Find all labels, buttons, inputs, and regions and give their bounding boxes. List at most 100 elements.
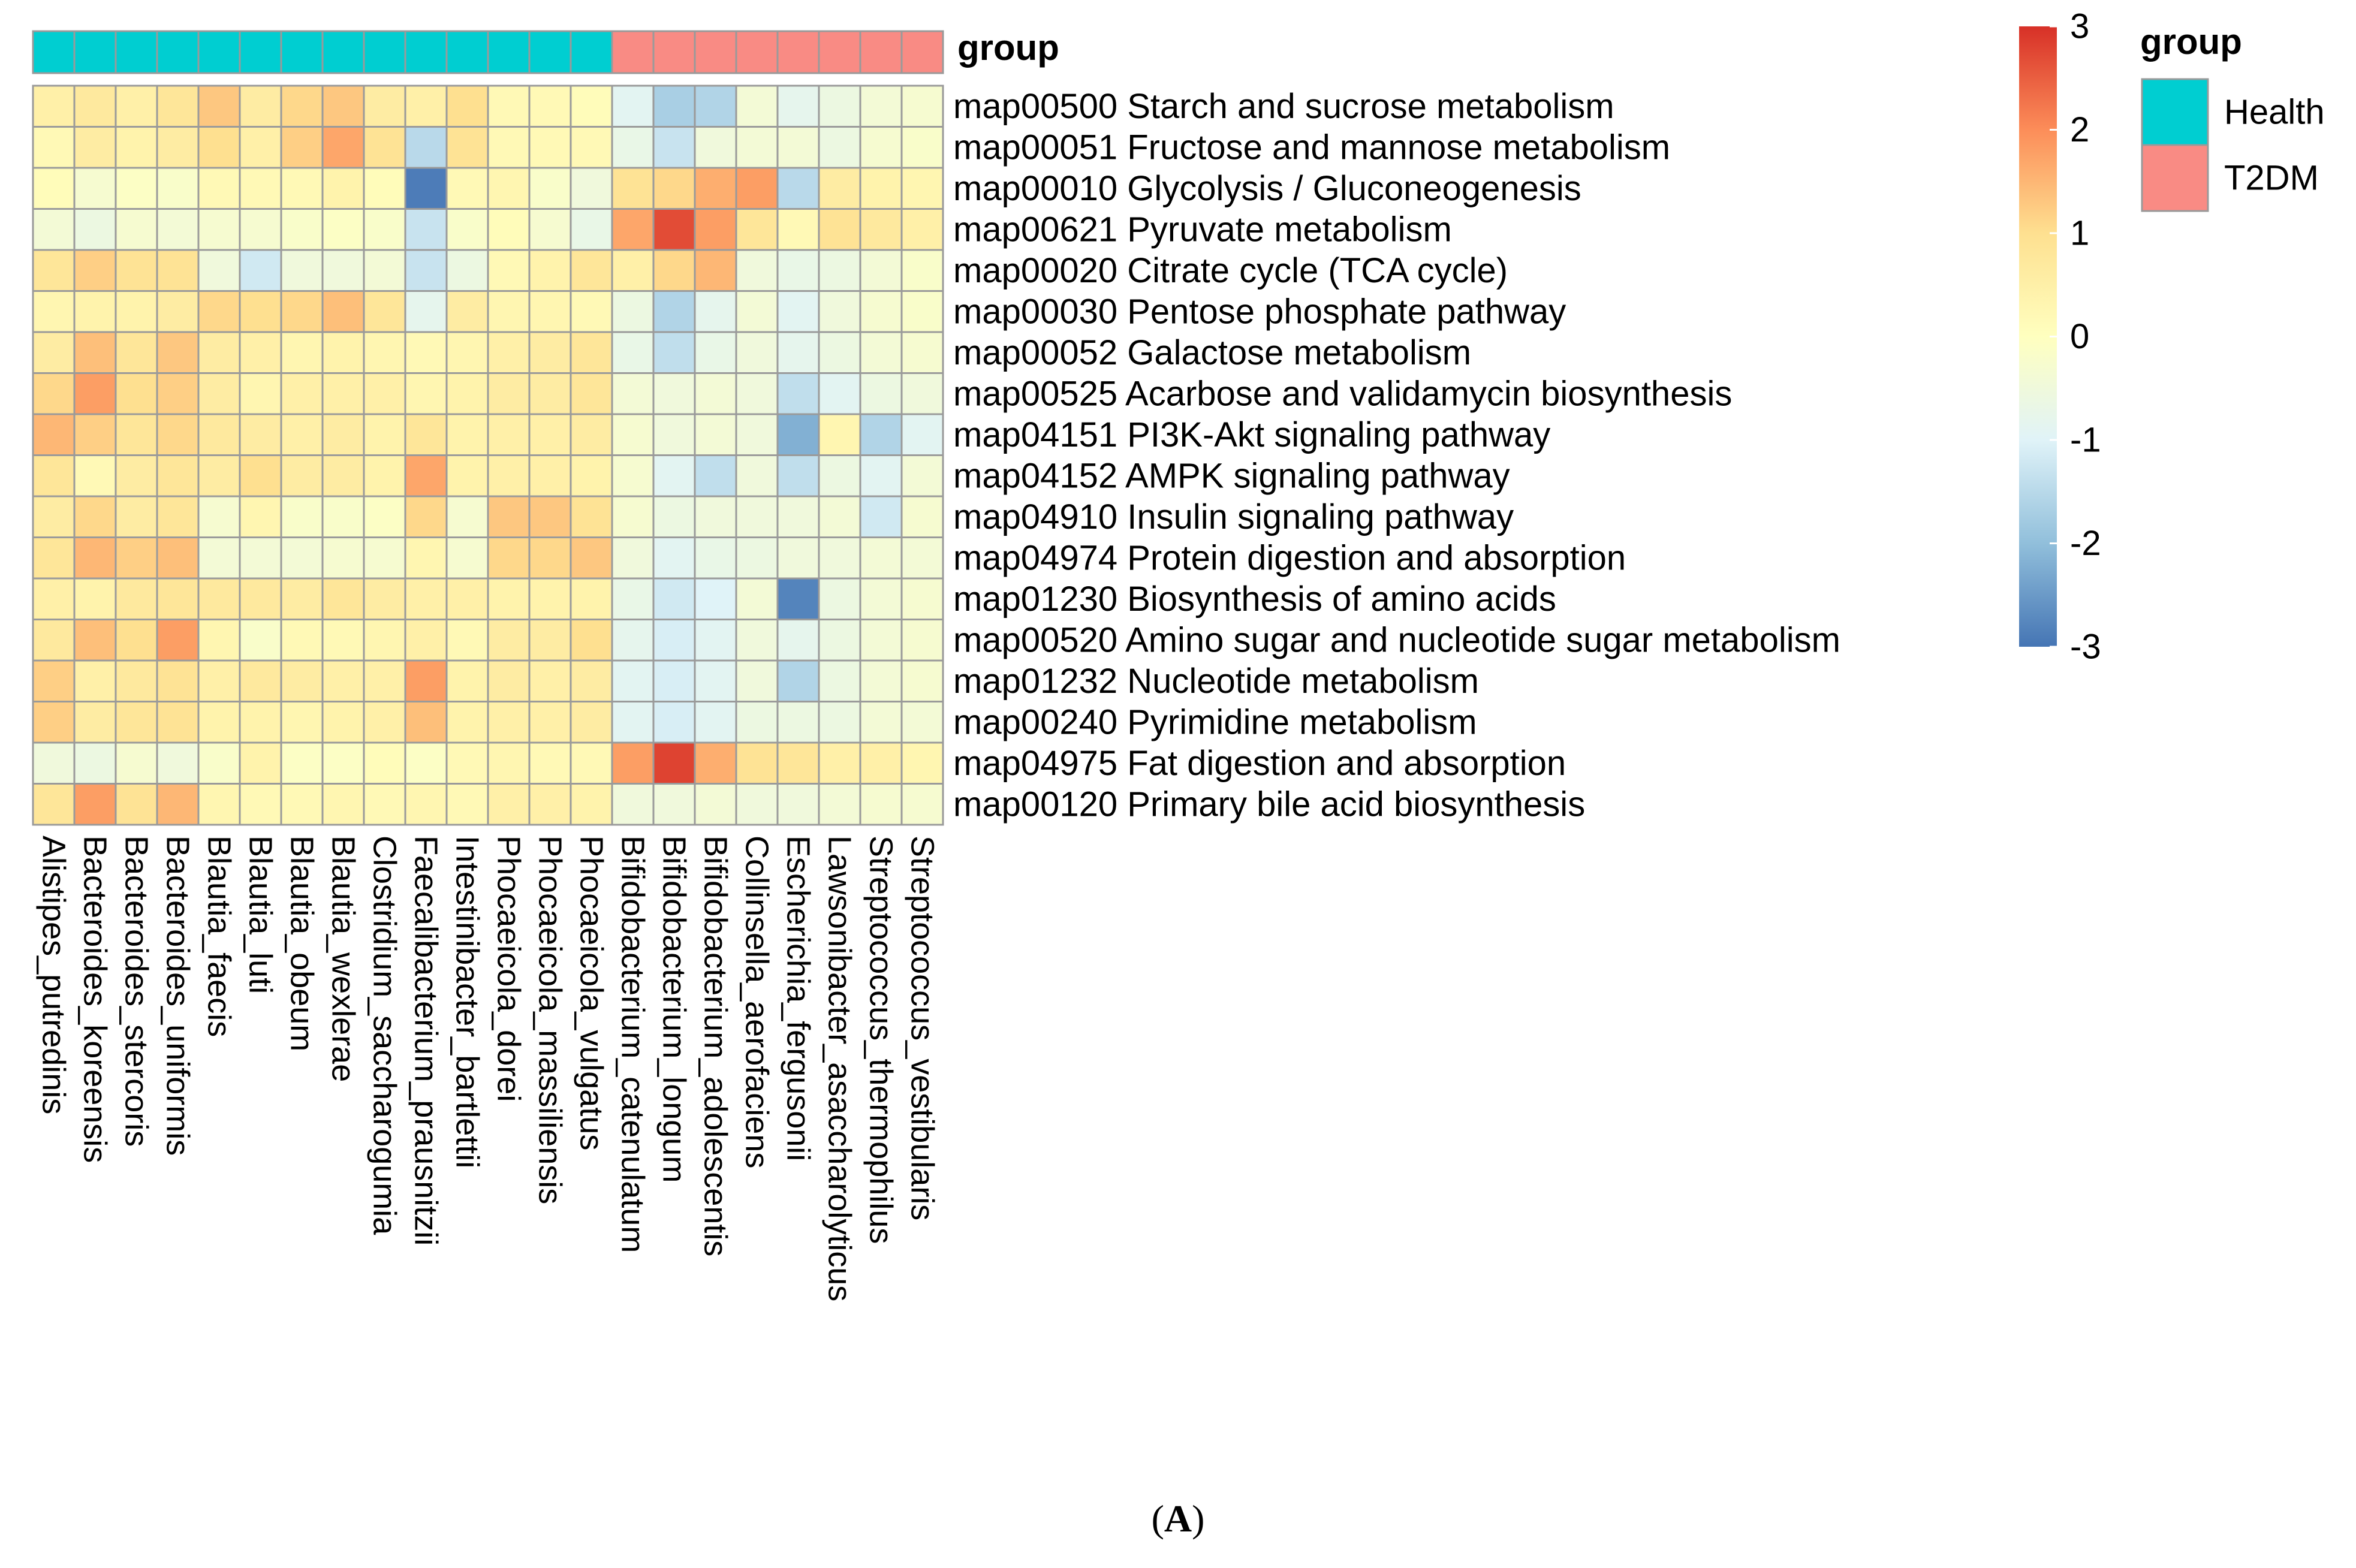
heatmap-cell <box>363 290 406 333</box>
heatmap-cell <box>280 331 324 374</box>
heatmap-cell <box>735 290 779 333</box>
heatmap-cell <box>570 454 613 497</box>
heatmap-cell <box>363 659 406 702</box>
heatmap-cell <box>73 701 117 744</box>
heatmap-cell <box>445 372 489 415</box>
heatmap-cell <box>487 331 531 374</box>
heatmap-cell <box>445 167 489 210</box>
colorbar-legend: 3 2 1 0 -1 -2 -3 <box>2019 7 2101 667</box>
heatmap-cell <box>818 577 861 620</box>
heatmap-cell <box>445 619 489 662</box>
colorbar-tick-label: -2 <box>2070 524 2101 563</box>
heatmap-cell <box>818 783 861 826</box>
heatmap-cell <box>776 85 820 128</box>
heatmap-cell <box>404 783 448 826</box>
heatmap-cell <box>321 249 365 292</box>
heatmap-cell <box>280 536 324 580</box>
heatmap-cell <box>735 619 779 662</box>
row-labels: map00500 Starch and sucrose metabolismma… <box>953 87 1840 824</box>
heatmap-cell <box>239 208 282 251</box>
column-label: Collinsella_aerofaciens <box>739 836 775 1168</box>
heatmap-cell <box>32 372 76 415</box>
heatmap-cell <box>487 495 531 538</box>
heatmap-cell <box>73 290 117 333</box>
heatmap-cell <box>900 290 944 333</box>
heatmap-cell <box>611 454 655 497</box>
heatmap-cell <box>652 413 696 456</box>
heatmap-cell <box>611 249 655 292</box>
heatmap-cell <box>363 208 406 251</box>
heatmap-cell <box>404 454 448 497</box>
heatmap-cell <box>859 536 903 580</box>
heatmap-cell <box>859 372 903 415</box>
heatmap-cell <box>818 290 861 333</box>
heatmap-cell <box>197 85 241 128</box>
heatmap-cell <box>735 454 779 497</box>
heatmap-cell <box>652 331 696 374</box>
heatmap-cell <box>32 659 76 702</box>
heatmap-cell <box>32 208 76 251</box>
heatmap-cell <box>528 413 572 456</box>
heatmap-cell <box>197 495 241 538</box>
heatmap-cell <box>528 372 572 415</box>
annotation-cell <box>735 30 779 74</box>
heatmap-cell <box>404 495 448 538</box>
annotation-cell <box>363 30 406 74</box>
heatmap-cell <box>404 536 448 580</box>
heatmap-cell <box>694 701 737 744</box>
heatmap-cell <box>570 413 613 456</box>
heatmap-cell <box>115 741 158 785</box>
column-label: Bifidobacterium_adolescentis <box>698 836 734 1256</box>
heatmap-cell <box>404 167 448 210</box>
heatmap-cell <box>652 659 696 702</box>
annotation-cell <box>652 30 696 74</box>
heatmap-cell <box>487 372 531 415</box>
heatmap-cell <box>776 372 820 415</box>
heatmap-cell <box>404 249 448 292</box>
heatmap-cell <box>239 249 282 292</box>
heatmap-cell <box>818 208 861 251</box>
heatmap-cell <box>528 126 572 169</box>
annotation-cell <box>445 30 489 74</box>
group-legend-swatch <box>2141 144 2209 212</box>
heatmap-cell <box>570 741 613 785</box>
heatmap-cell <box>859 454 903 497</box>
heatmap-cell <box>156 413 200 456</box>
heatmap-cell <box>445 249 489 292</box>
heatmap-cell <box>611 331 655 374</box>
heatmap-cell <box>694 536 737 580</box>
heatmap-cell <box>280 577 324 620</box>
heatmap-cell <box>859 208 903 251</box>
row-label: map00621 Pyruvate metabolism <box>953 210 1452 249</box>
heatmap-cell <box>570 331 613 374</box>
heatmap-cell <box>818 372 861 415</box>
heatmap-cell <box>280 208 324 251</box>
heatmap-cell <box>818 701 861 744</box>
heatmap-cell <box>694 249 737 292</box>
heatmap-cell <box>487 249 531 292</box>
heatmap-cell <box>445 741 489 785</box>
heatmap-cell <box>239 741 282 785</box>
heatmap-cell <box>321 495 365 538</box>
heatmap-cell <box>239 783 282 826</box>
heatmap-cell <box>73 536 117 580</box>
heatmap-cell <box>197 577 241 620</box>
heatmap-cell <box>611 577 655 620</box>
heatmap-cell <box>818 126 861 169</box>
heatmap-cell <box>818 249 861 292</box>
column-label: Intestinibacter_bartlettii <box>450 836 486 1168</box>
heatmap-cell <box>32 495 76 538</box>
colorbar-tick-label: -3 <box>2070 628 2101 667</box>
row-label: map00052 Galactose metabolism <box>953 333 1471 372</box>
heatmap-cell <box>197 167 241 210</box>
heatmap-cell <box>776 413 820 456</box>
row-label: map00520 Amino sugar and nucleotide suga… <box>953 620 1840 659</box>
heatmap-cell <box>859 249 903 292</box>
heatmap-cell <box>363 413 406 456</box>
heatmap-cell <box>652 495 696 538</box>
row-label: map00020 Citrate cycle (TCA cycle) <box>953 251 1508 290</box>
heatmap-cell <box>404 659 448 702</box>
heatmap-cell <box>115 701 158 744</box>
heatmap-cell <box>197 413 241 456</box>
